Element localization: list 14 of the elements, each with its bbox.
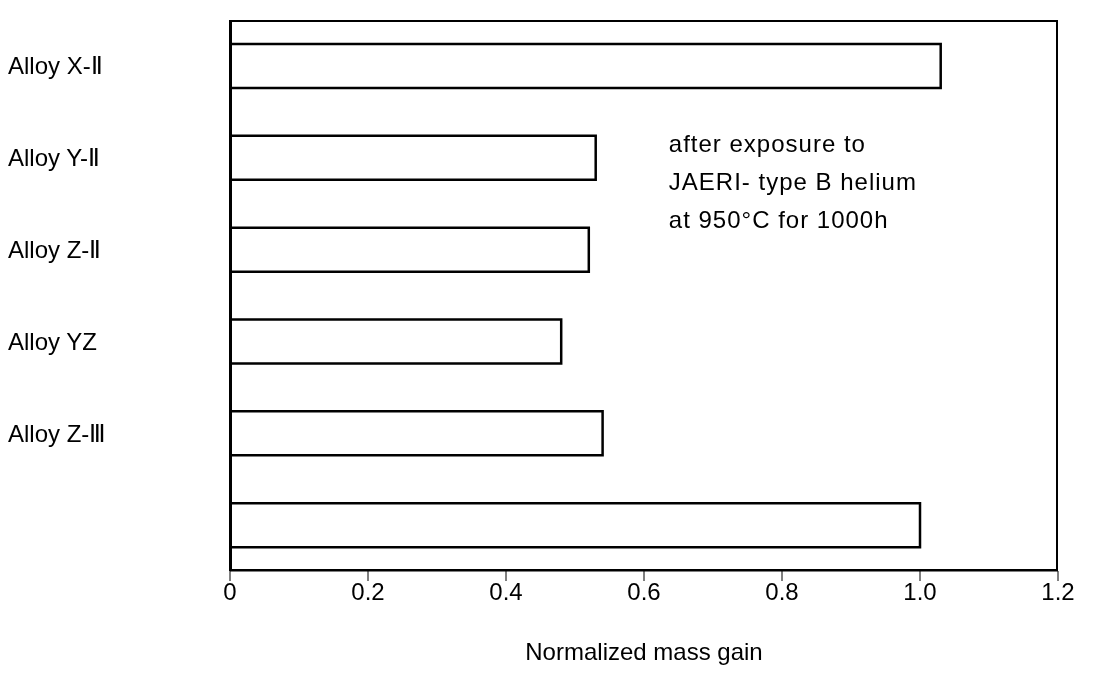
x-tick-label: 0 <box>223 578 237 606</box>
x-axis-title: Normalized mass gain <box>525 638 763 665</box>
y-tick-label: Alloy X-Ⅱ <box>8 52 103 80</box>
y-tick-label: Alloy Z-Ⅱ <box>8 236 102 264</box>
x-tick-label: 0.2 <box>351 578 385 606</box>
y-tick-label: Alloy YZ <box>8 327 97 355</box>
x-tick-label: 1.0 <box>903 578 937 606</box>
y-tick-label: Alloy Y-Ⅱ <box>8 144 101 172</box>
x-tick-label: 0.4 <box>489 578 523 606</box>
x-tick-label: 0.6 <box>627 578 661 606</box>
y-tick-label: Alloy Z-Ⅲ <box>8 419 107 447</box>
x-tick-label: 1.2 <box>1041 578 1075 606</box>
annotation: after exposure to JAERI- type B helium at 950°C for 1000h <box>668 128 917 235</box>
x-tick-label: 0.8 <box>765 578 799 606</box>
